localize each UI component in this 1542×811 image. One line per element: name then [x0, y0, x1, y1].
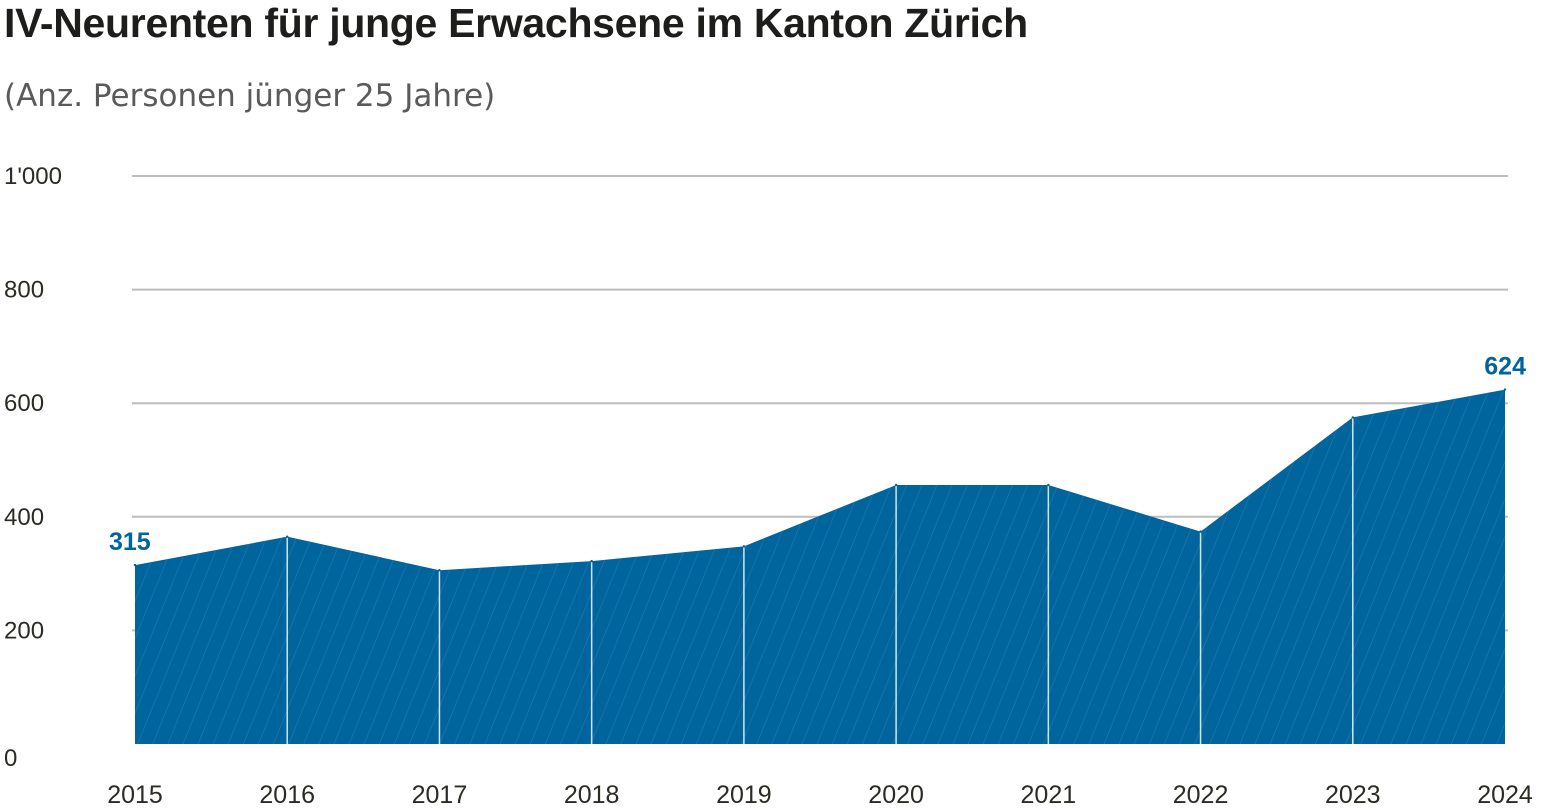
x-tick-label-2023: 2023: [1325, 781, 1381, 809]
data-label-2015: 315: [109, 528, 151, 556]
data-point-2022: [1199, 530, 1202, 533]
x-tick-label-2015: 2015: [107, 781, 163, 809]
data-point-2017: [438, 568, 441, 572]
data-point-2021: [1047, 483, 1050, 487]
chart-subtitle: (Anz. Personen jünger 25 Jahre): [4, 78, 496, 114]
x-tick-label-2019: 2019: [716, 781, 772, 809]
x-tick-label-2018: 2018: [564, 781, 620, 809]
x-tick-label-2016: 2016: [259, 781, 315, 809]
y-tick-label-600: 600: [4, 390, 44, 417]
data-point-2015: [133, 563, 137, 567]
data-point-2019: [742, 545, 746, 548]
chart-title: IV-Neurenten für junge Erwachsene im Kan…: [4, 0, 1028, 46]
y-tick-label-1000: 1'000: [4, 163, 62, 190]
x-tick-label-2021: 2021: [1021, 781, 1077, 809]
x-tick-label-2024: 2024: [1477, 781, 1533, 809]
x-tick-label-2020: 2020: [868, 781, 924, 809]
y-tick-label-800: 800: [4, 277, 44, 304]
area-hatch: [135, 389, 1505, 744]
data-point-2016: [286, 535, 289, 538]
y-tick-label-200: 200: [4, 617, 44, 644]
data-point-2024: [1503, 388, 1507, 391]
x-tick-label-2022: 2022: [1173, 781, 1229, 809]
data-point-2018: [590, 559, 593, 563]
data-point-2023: [1351, 416, 1354, 419]
x-tick-label-2017: 2017: [412, 781, 468, 809]
data-label-2024: 624: [1484, 353, 1526, 381]
y-tick-label-400: 400: [4, 504, 44, 531]
y-tick-label-0: 0: [4, 745, 17, 772]
data-point-2020: [894, 483, 898, 487]
